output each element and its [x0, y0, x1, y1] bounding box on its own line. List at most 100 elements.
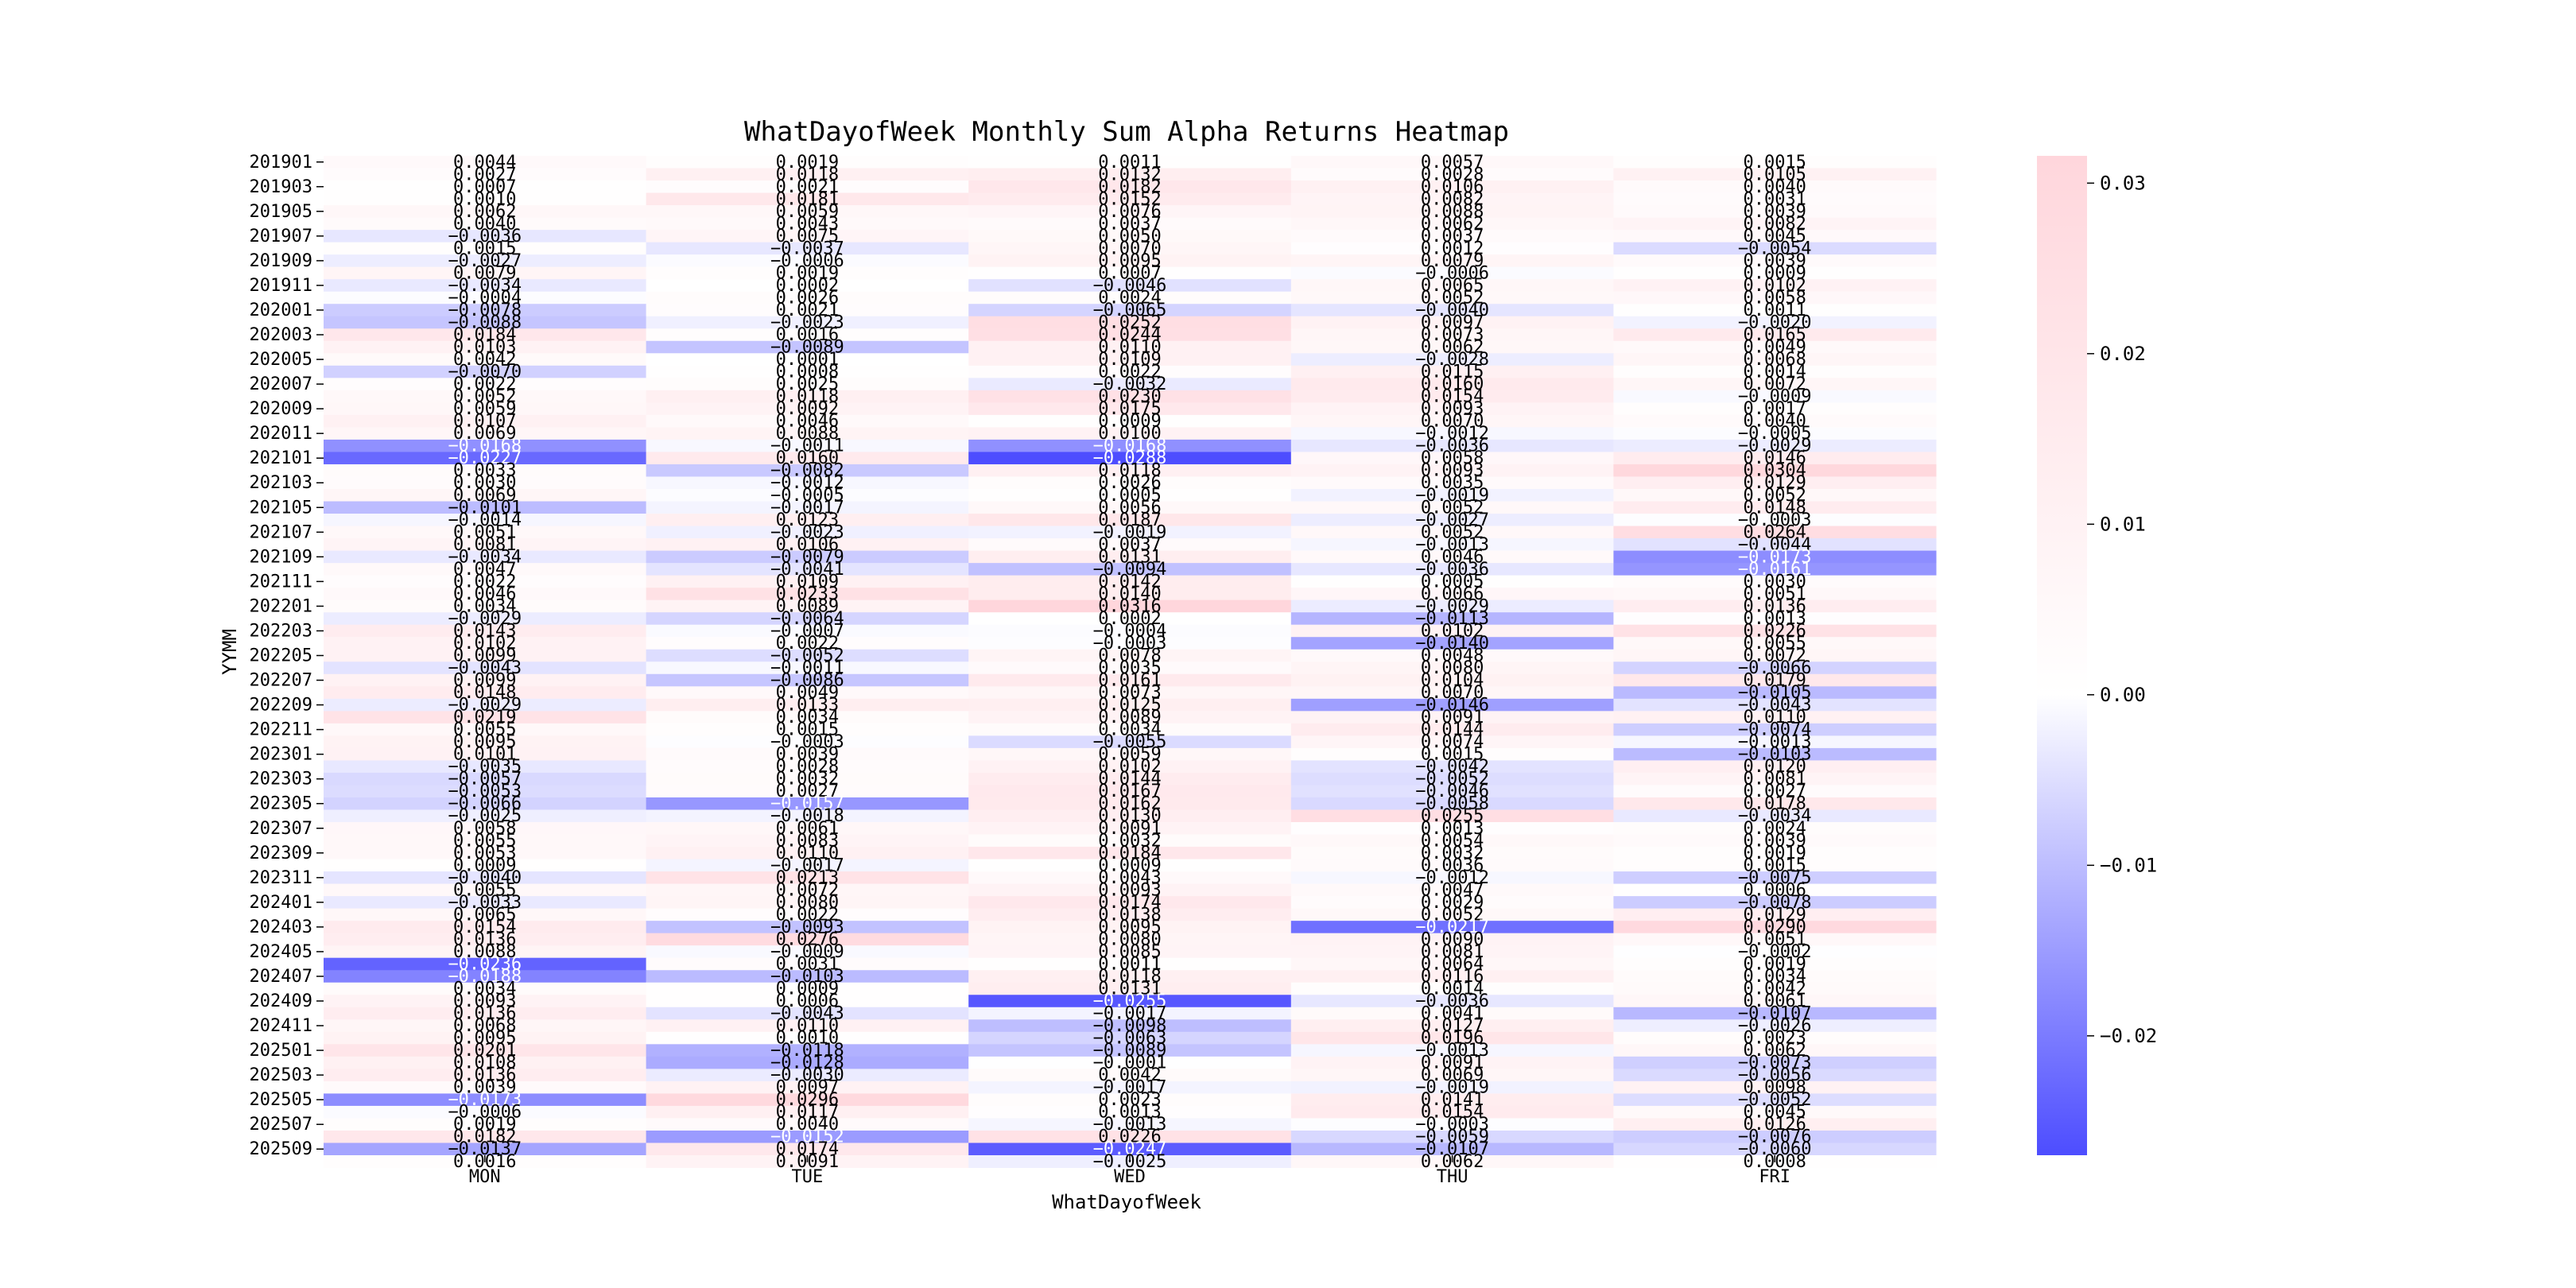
cell-value-label: 0.0052 [1421, 288, 1484, 308]
cell-value-label: 0.0062 [1421, 214, 1484, 234]
heatmap-cell-202012-TUE [646, 439, 969, 452]
heatmap-cell-202104-TUE [646, 489, 969, 502]
cell-value-label: 0.0055 [453, 880, 516, 900]
cell-value-label: 0.0079 [1421, 251, 1484, 271]
cell-value-label: −0.0128 [770, 1053, 844, 1073]
cell-value-label: −0.0168 [1093, 436, 1167, 456]
heatmap-cell-202206-TUE [646, 661, 969, 675]
cell-value-label: 0.0051 [453, 522, 516, 542]
heatmap-cell-202501-THU [1290, 1044, 1614, 1057]
heatmap-cell-202412-TUE [646, 1031, 969, 1045]
heatmap-cell-201902-MON [324, 168, 647, 181]
heatmap-cell-202207-THU [1290, 673, 1614, 687]
cell-value-label: 0.0165 [1743, 325, 1806, 345]
cell-value-label: 0.0093 [453, 991, 516, 1011]
heatmap-cell-202112-TUE [646, 588, 969, 601]
cell-value-label: −0.0013 [1415, 1041, 1489, 1061]
heatmap-cell-202304-MON [324, 785, 647, 798]
cell-value-label: 0.0015 [1743, 153, 1806, 173]
cell-value-label: 0.0041 [1421, 1004, 1484, 1024]
cell-value-label: 0.0143 [453, 621, 516, 641]
cell-value-label: 0.0080 [1098, 929, 1161, 949]
cell-value-label: 0.0091 [1421, 1053, 1484, 1073]
cell-value-label: 0.0181 [776, 189, 839, 209]
cell-value-label: −0.0017 [770, 498, 844, 518]
cell-value-label: −0.0101 [448, 498, 522, 518]
cell-value-label: 0.0074 [1421, 732, 1484, 752]
heatmap-cell-202103-THU [1290, 476, 1614, 490]
heatmap-cell-202107-MON [324, 526, 647, 539]
cell-value-label: −0.0066 [448, 794, 522, 814]
heatmap-cell-202007-TUE [646, 378, 969, 391]
cell-value-label: −0.0013 [1093, 1115, 1167, 1135]
cell-value-label: −0.0113 [1415, 609, 1489, 629]
cell-value-label: 0.0042 [1743, 980, 1806, 999]
y-axis: 201901 201903 201905 201907 201909 201911 2020… [250, 153, 324, 1159]
cell-value-label: 0.0132 [1098, 165, 1161, 184]
heatmap-cell-202310-WED [968, 859, 1292, 872]
y-tick-label: 201905 [250, 202, 312, 222]
cell-value-label: −0.0013 [1738, 732, 1812, 752]
cell-value-label: 0.0103 [453, 338, 516, 358]
heatmap-cell-202202-MON [324, 612, 647, 626]
cell-value-label: 0.0088 [776, 424, 839, 444]
x-axis: MON TUE WED THU FRI [469, 1155, 1790, 1187]
heatmap-cell-202112-WED [968, 588, 1292, 601]
heatmap-cell-201907-MON [324, 230, 647, 243]
heatmap-cell-202002-FRI [1613, 316, 1937, 329]
heatmap-cell-202203-MON [324, 624, 647, 638]
cell-value-label: 0.0131 [1098, 547, 1161, 567]
cell-value-label: −0.0168 [448, 436, 522, 456]
cell-value-label: 0.0061 [776, 819, 839, 839]
heatmap-cell-202303-FRI [1613, 772, 1937, 786]
y-tick-label: 202105 [250, 498, 312, 518]
heatmap-cell-202011-MON [324, 427, 647, 440]
y-tick-label: 202007 [250, 374, 312, 394]
heatmap-cell-202312-WED [968, 883, 1292, 897]
cell-value-label: 0.0110 [1743, 708, 1806, 727]
heatmap-cell-202203-WED [968, 624, 1292, 638]
heatmap-cell-202008-TUE [646, 390, 969, 403]
heatmap-cell-202409-MON [324, 995, 647, 1008]
heatmap-cell-202411-THU [1290, 1019, 1614, 1033]
cell-value-label: 0.0005 [1098, 486, 1161, 506]
cell-value-label: −0.0043 [770, 1004, 844, 1024]
cell-value-label: 0.0125 [1098, 696, 1161, 716]
cell-value-label: −0.0041 [770, 560, 844, 580]
heatmap-cell-202303-WED [968, 772, 1292, 786]
cell-value-label: −0.0023 [770, 522, 844, 542]
heatmap-cell-202308-WED [968, 834, 1292, 848]
cell-value-label: 0.0072 [776, 880, 839, 900]
cell-value-label: 0.0081 [1421, 942, 1484, 962]
heatmap-cell-201908-TUE [646, 242, 969, 255]
heatmap-cell-202508-TUE [646, 1130, 969, 1143]
heatmap-cell-202105-FRI [1613, 501, 1937, 514]
heatmap-cell-202011-THU [1290, 427, 1614, 440]
cell-value-label: 0.0102 [1743, 276, 1806, 296]
cell-value-label: 0.0148 [1743, 498, 1806, 518]
cell-value-label: 0.0027 [776, 782, 839, 801]
y-tick-label: 201903 [250, 177, 312, 197]
cell-value-label: −0.0089 [770, 338, 844, 358]
cell-value-label: 0.0226 [1098, 1127, 1161, 1147]
heatmap-cell-202507-TUE [646, 1118, 969, 1131]
cell-value-label: 0.0022 [453, 572, 516, 592]
cell-value-label: 0.0154 [1421, 1103, 1484, 1123]
heatmap-cell-202509-TUE [646, 1143, 969, 1156]
cell-value-label: 0.0010 [453, 189, 516, 209]
cell-value-label: 0.0030 [1743, 572, 1806, 592]
heatmap-cell-202409-FRI [1613, 995, 1937, 1008]
cell-value-label: 0.0019 [776, 263, 839, 283]
cell-value-label: 0.0118 [776, 165, 839, 184]
heatmap-cell-202401-MON [324, 896, 647, 910]
heatmap-cell-202404-THU [1290, 933, 1614, 946]
cell-value-label: 0.0136 [453, 1004, 516, 1024]
heatmap-cell-202112-MON [324, 588, 647, 601]
heatmap-cell-202003-THU [1290, 328, 1614, 342]
cell-value-label: −0.0093 [770, 918, 844, 937]
heatmap-cell-201907-WED [968, 230, 1292, 243]
cell-value-label: 0.0012 [1421, 239, 1484, 258]
heatmap-cell-202411-MON [324, 1019, 647, 1033]
cell-value-label: 0.0093 [1098, 880, 1161, 900]
heatmap-cell-202107-FRI [1613, 526, 1937, 539]
